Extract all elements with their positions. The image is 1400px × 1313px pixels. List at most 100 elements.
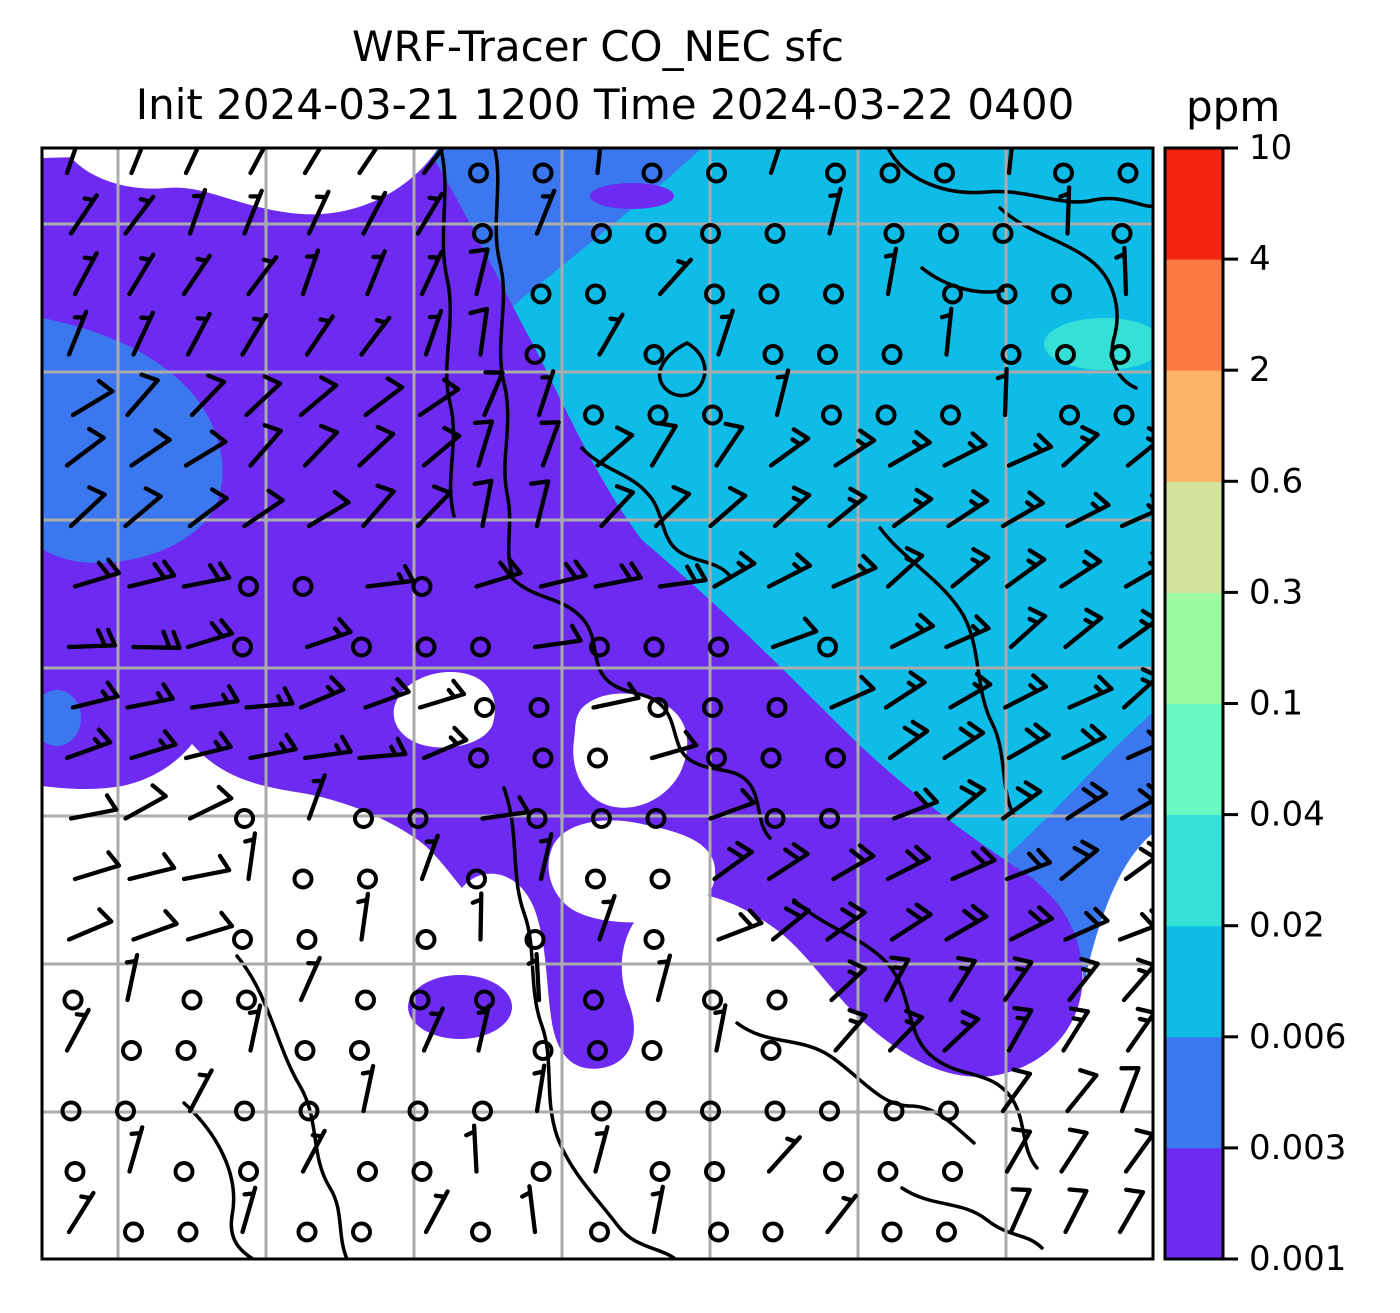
wind-barb — [423, 308, 444, 357]
calm-wind-circle — [468, 747, 489, 769]
wind-barb — [302, 734, 353, 761]
calm-wind-circle — [532, 162, 554, 184]
wind-barb — [1000, 1067, 1033, 1114]
calm-wind-circle — [526, 808, 548, 829]
wind-barb — [883, 670, 927, 710]
calm-wind-circle — [877, 1161, 899, 1182]
calm-wind-circle — [415, 636, 437, 658]
wind-barb — [887, 429, 932, 468]
wind-barb — [419, 833, 440, 882]
wind-barb — [948, 671, 993, 710]
calm-wind-circle — [766, 989, 788, 1011]
wind-barb — [885, 844, 932, 882]
calm-wind-circle — [1000, 344, 1022, 365]
wind-barb — [66, 309, 89, 357]
wind-barb — [468, 306, 490, 357]
calm-wind-circle — [1117, 162, 1139, 184]
calm-wind-circle — [942, 283, 963, 305]
wind-barb — [127, 559, 177, 589]
wind-barb — [526, 951, 542, 1003]
plot-title: WRF-Tracer CO_NEC sfc — [352, 22, 844, 71]
calm-wind-circle — [708, 1221, 729, 1243]
calm-wind-circle — [524, 344, 546, 365]
wind-barb — [421, 148, 446, 176]
colorbar-unit-label: ppm — [1186, 82, 1281, 131]
calm-wind-circle — [823, 1161, 844, 1182]
calm-wind-circle — [232, 929, 253, 950]
calm-wind-circle — [238, 576, 259, 597]
wind-barb — [766, 552, 813, 589]
wind-barb — [298, 675, 346, 710]
wind-barb — [187, 784, 234, 821]
wind-barb — [1063, 1187, 1089, 1235]
wind-barb — [712, 550, 757, 589]
wind-barb — [66, 907, 114, 942]
calm-wind-circle — [232, 636, 253, 658]
wind-barb — [1006, 148, 1014, 176]
calm-wind-circle — [583, 989, 604, 1011]
wind-barb — [538, 559, 588, 589]
wind-barb — [1117, 608, 1153, 650]
calm-wind-circle — [938, 223, 959, 244]
calm-wind-circle — [528, 697, 550, 718]
wind-barb — [1065, 1068, 1099, 1114]
contour-blue-left-dot — [42, 690, 81, 746]
calm-wind-circle — [298, 1100, 320, 1122]
wind-barb — [831, 553, 878, 589]
calm-wind-circle — [411, 1161, 433, 1182]
calm-wind-circle — [474, 697, 495, 718]
wind-barb — [831, 843, 876, 882]
colorbar-tick-label: 0.3 — [1249, 572, 1303, 612]
wind-barb — [1061, 425, 1100, 468]
calm-wind-circle — [819, 808, 840, 829]
wind-barb — [1004, 1127, 1033, 1174]
calm-wind-circle — [589, 636, 610, 658]
wind-barb — [599, 484, 636, 529]
wind-barb — [770, 900, 811, 942]
wind-barb — [950, 547, 991, 589]
wind-barb — [64, 426, 106, 468]
colorbar-segment — [1165, 481, 1223, 593]
colorbar-segment — [1165, 370, 1223, 482]
wind-barb — [597, 312, 625, 357]
wind-barb — [770, 616, 819, 650]
wind-barb — [942, 720, 986, 761]
wind-barb — [365, 563, 416, 589]
wind-barb — [883, 955, 911, 1003]
contour-turquoise-patch — [1044, 318, 1153, 370]
calm-wind-circle — [817, 636, 838, 658]
calm-wind-circle — [1111, 223, 1133, 244]
calm-wind-circle — [942, 1161, 963, 1182]
wind-barb — [72, 557, 122, 589]
wind-barb — [825, 901, 867, 942]
white-pocket-left-hole — [393, 672, 495, 748]
wind-barb — [1123, 550, 1153, 589]
wind-barb — [124, 952, 140, 1003]
wind-barb — [942, 431, 988, 468]
wind-barb — [248, 732, 298, 761]
wind-barb — [243, 831, 258, 882]
wind-barb — [131, 629, 182, 650]
wind-barb — [129, 428, 172, 468]
wind-barb — [181, 253, 212, 297]
calm-wind-circle — [758, 283, 780, 305]
wind-barb — [1061, 723, 1107, 761]
wind-barb — [1125, 729, 1153, 761]
wind-barb — [1123, 1127, 1153, 1174]
calm-wind-circle — [700, 1100, 721, 1122]
calm-wind-circle — [641, 162, 663, 184]
wind-barb — [298, 955, 322, 1003]
calm-wind-circle — [760, 1040, 782, 1061]
wind-barb — [1058, 185, 1072, 236]
wind-barb — [891, 787, 940, 821]
calm-wind-circle — [645, 1100, 667, 1122]
wind-barb — [183, 148, 201, 176]
wind-barb — [829, 674, 876, 710]
wind-barb — [240, 1185, 258, 1235]
wind-barb — [946, 488, 990, 529]
wind-barb — [883, 246, 899, 297]
calm-wind-circle — [702, 404, 723, 426]
calm-wind-circle — [700, 223, 721, 244]
wind-barb — [1059, 839, 1100, 882]
wind-barb — [242, 488, 285, 529]
